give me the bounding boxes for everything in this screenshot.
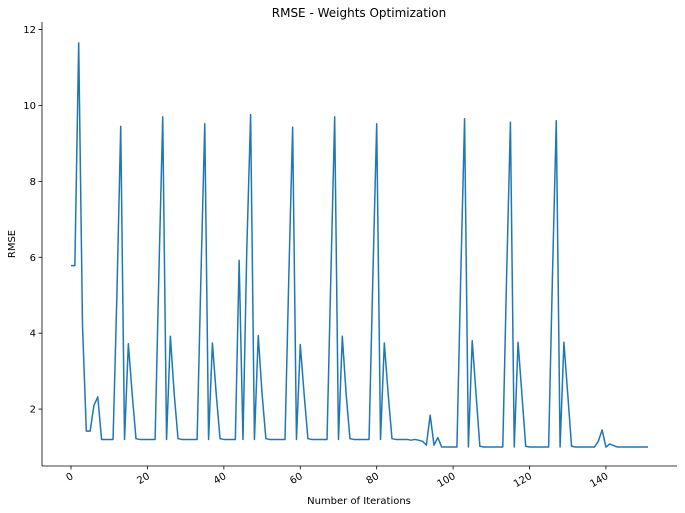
x-tick-label: 20 [135, 471, 152, 487]
y-tick-label: 6 [30, 253, 36, 264]
x-tick-label: 0 [65, 471, 76, 484]
y-axis-label: RMSE [7, 230, 18, 258]
chart-title: RMSE - Weights Optimization [272, 6, 447, 20]
y-tick-label: 4 [30, 329, 36, 340]
x-tick-label: 60 [288, 471, 305, 487]
x-tick-label: 40 [212, 471, 229, 487]
y-tick-label: 8 [30, 177, 36, 188]
x-axis-label: Number of Iterations [307, 496, 411, 507]
y-tick-label: 2 [30, 405, 36, 416]
plot-area: 2 4 6 8 10 12 0 20 40 60 80 100 120 140 [23, 22, 677, 490]
x-tick-label: 100 [436, 471, 458, 490]
x-tick-label: 80 [365, 471, 382, 487]
x-tick-label: 120 [512, 471, 534, 490]
y-tick-label: 12 [23, 25, 36, 36]
rmse-series-line [71, 42, 648, 448]
x-ticks: 0 20 40 60 80 100 120 140 [65, 466, 610, 490]
y-tick-label: 10 [23, 101, 36, 112]
x-tick-label: 140 [588, 471, 610, 490]
y-ticks: 2 4 6 8 10 12 [23, 25, 42, 416]
